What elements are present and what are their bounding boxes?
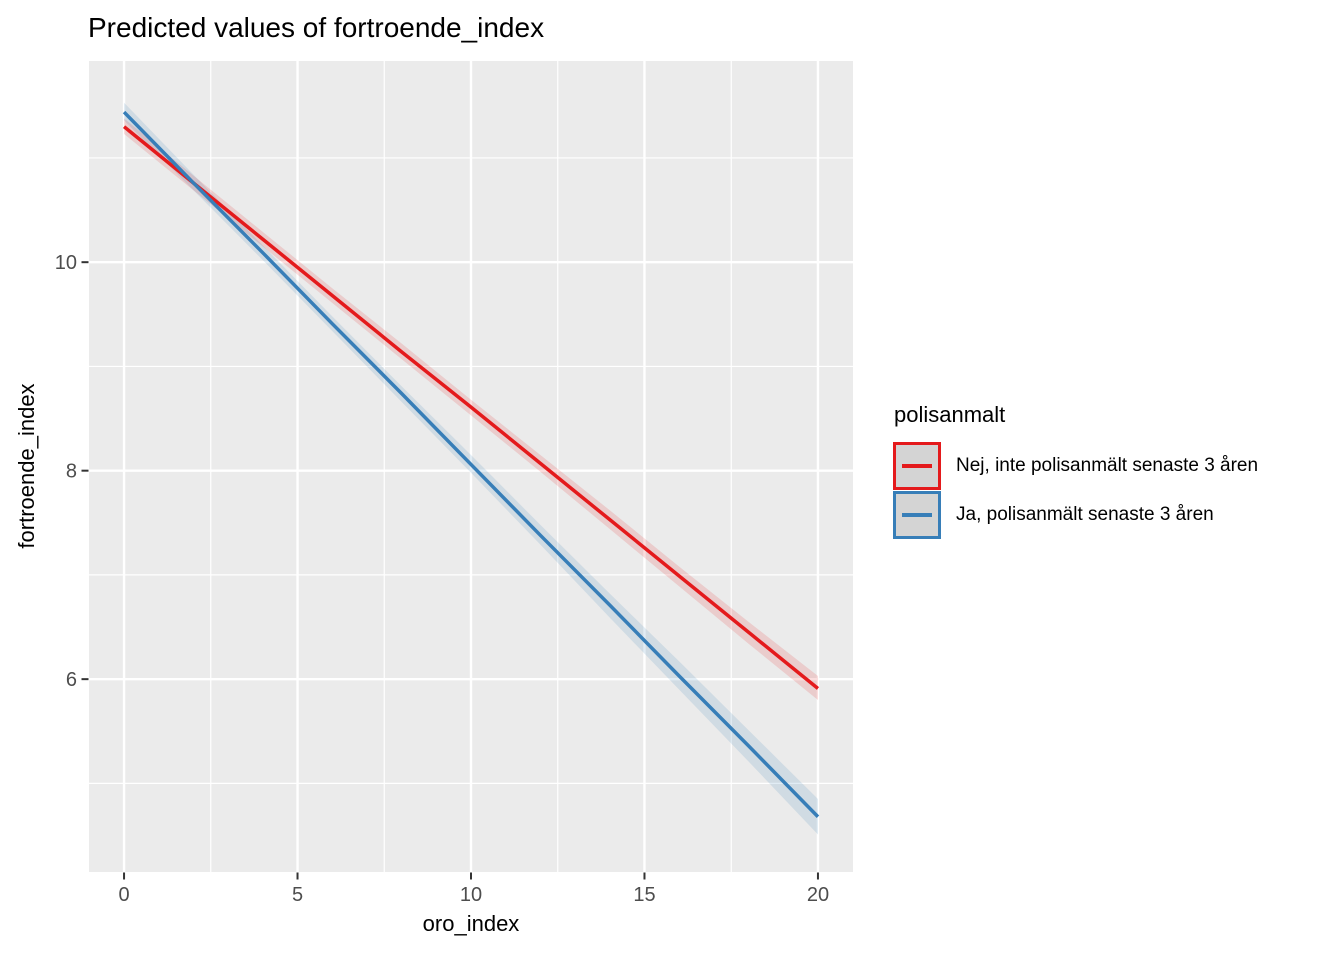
regression-line-1 (122, 110, 820, 818)
legend-key-swatch-nej (893, 441, 941, 490)
legend-item: Nej, inte polisanmält senaste 3 åren (893, 441, 1258, 490)
x-tick-label: 5 (292, 884, 303, 906)
x-tick-label: 20 (807, 884, 829, 906)
y-axis-title: fortroende_index (14, 383, 39, 549)
legend-label: Nej, inte polisanmält senaste 3 åren (956, 454, 1259, 476)
y-tick-label: 8 (66, 461, 77, 483)
y-tick-label: 6 (66, 669, 77, 691)
x-tick-label: 0 (118, 884, 129, 906)
legend-key-line-icon (902, 463, 932, 468)
y-tick-label: 10 (55, 252, 77, 274)
regression-line-0 (122, 125, 820, 690)
legend-item: Ja, polisanmält senaste 3 åren (893, 490, 1258, 539)
x-tick-label: 15 (633, 884, 655, 906)
legend: polisanmalt Nej, inte polisanmält senast… (893, 402, 1258, 539)
confidence-ribbon-1 (124, 102, 818, 835)
legend-label: Ja, polisanmält senaste 3 åren (956, 503, 1214, 525)
legend-key-swatch-ja (893, 490, 941, 539)
legend-title: polisanmalt (894, 402, 1006, 427)
legend-key-line-icon (902, 512, 932, 517)
plot-title: Predicted values of fortroende_index (88, 12, 545, 43)
x-axis-title: oro_index (422, 911, 520, 936)
x-tick-label: 10 (460, 884, 482, 906)
